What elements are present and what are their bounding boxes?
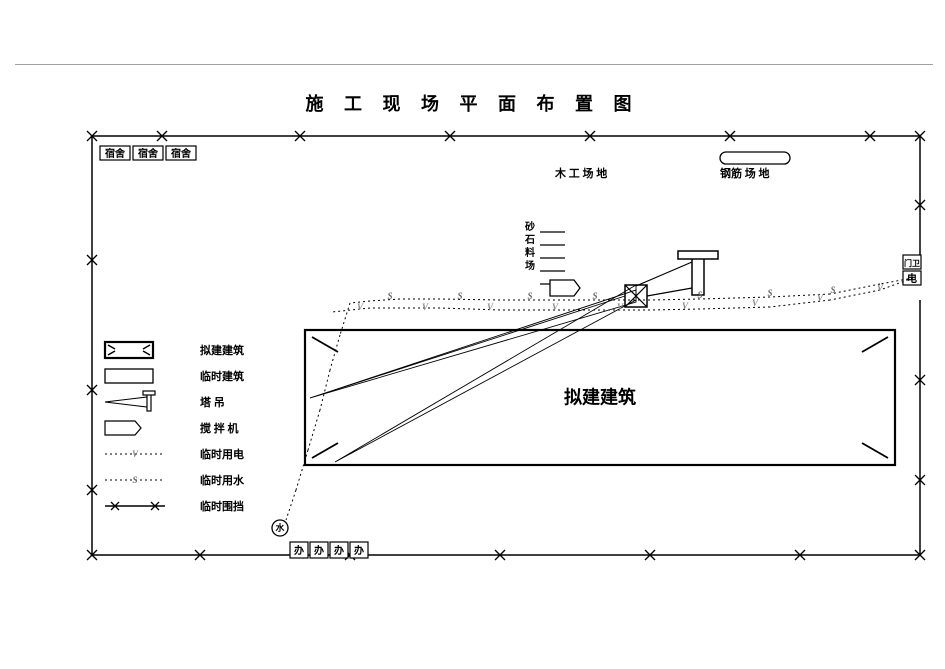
svg-text:S: S — [697, 290, 702, 300]
svg-text:石: 石 — [524, 234, 535, 246]
svg-text:办: 办 — [354, 544, 364, 557]
svg-text:办: 办 — [294, 544, 304, 557]
svg-text:V: V — [617, 302, 624, 312]
svg-text:临时建筑: 临时建筑 — [200, 369, 244, 383]
svg-text:场: 场 — [525, 259, 535, 272]
svg-text:V: V — [422, 302, 429, 312]
svg-text:拟建建筑: 拟建建筑 — [200, 343, 244, 357]
svg-text:钢筋 场 地: 钢筋 场 地 — [720, 166, 770, 180]
svg-text:V: V — [132, 449, 139, 459]
svg-text:搅 拌 机: 搅 拌 机 — [200, 421, 239, 435]
svg-text:S: S — [132, 475, 137, 485]
svg-text:办: 办 — [314, 544, 324, 557]
svg-text:料: 料 — [525, 246, 535, 259]
svg-text:水: 水 — [275, 522, 285, 533]
svg-text:砂: 砂 — [524, 220, 535, 233]
svg-text:木 工 场 地: 木 工 场 地 — [554, 166, 607, 180]
diagram-root: 施 工 现 场 平 面 布 置 图 宿舍宿舍宿舍办办办办门卫电木 工 场 地钢筋… — [0, 0, 945, 669]
svg-text:拟建建筑: 拟建建筑 — [564, 387, 636, 408]
plan-svg: 宿舍宿舍宿舍办办办办门卫电木 工 场 地钢筋 场 地砂石料场拟建建筑SSSSSS… — [0, 0, 945, 669]
svg-text:V: V — [752, 298, 759, 308]
svg-text:V: V — [817, 293, 824, 303]
svg-text:S: S — [830, 285, 835, 295]
svg-text:塔 吊: 塔 吊 — [200, 395, 225, 409]
svg-text:宿舍: 宿舍 — [171, 147, 192, 160]
svg-text:临时用电: 临时用电 — [200, 447, 244, 461]
svg-text:V: V — [552, 302, 559, 312]
svg-text:临时用水: 临时用水 — [200, 473, 245, 487]
svg-text:V: V — [357, 302, 364, 312]
svg-text:S: S — [767, 288, 772, 298]
svg-text:V: V — [877, 283, 884, 293]
svg-text:S: S — [387, 291, 392, 301]
svg-text:临时围挡: 临时围挡 — [200, 499, 244, 513]
svg-text:V: V — [682, 301, 689, 311]
svg-text:门卫: 门卫 — [904, 258, 920, 268]
svg-text:宿舍: 宿舍 — [138, 147, 159, 160]
svg-text:办: 办 — [334, 544, 344, 557]
svg-text:S: S — [592, 291, 597, 301]
svg-text:宿舍: 宿舍 — [105, 147, 126, 160]
svg-text:S: S — [457, 291, 462, 301]
svg-text:V: V — [487, 302, 494, 312]
svg-text:S: S — [527, 291, 532, 301]
